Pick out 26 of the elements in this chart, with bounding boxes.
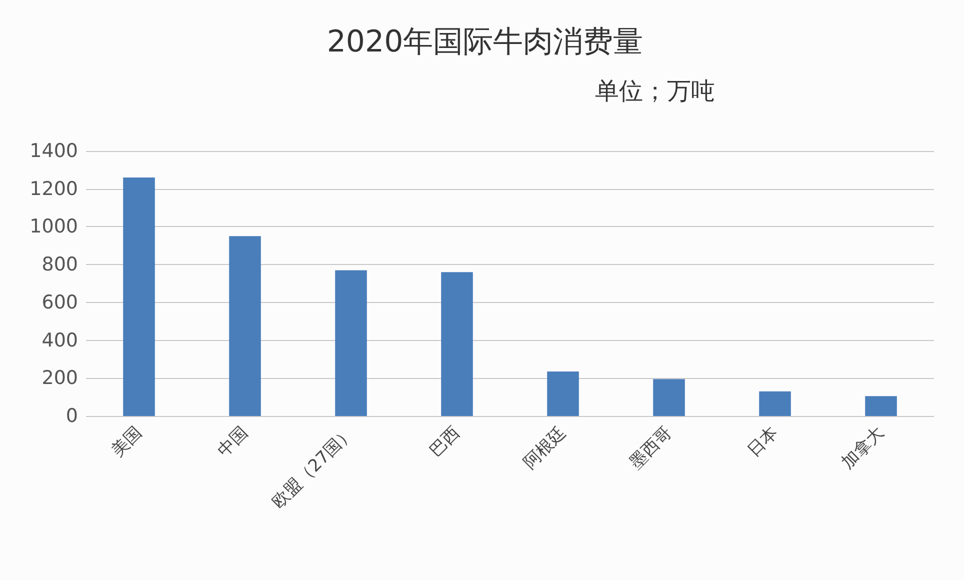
bar xyxy=(123,178,155,416)
y-tick-label: 600 xyxy=(42,291,78,314)
x-tick-label: 日本 xyxy=(744,422,782,462)
x-tick-label: 欧盟（27国） xyxy=(268,422,358,512)
y-tick-label: 800 xyxy=(42,254,78,276)
bar xyxy=(547,372,579,416)
x-tick-label: 墨西哥 xyxy=(626,422,676,474)
x-tick-label: 加拿大 xyxy=(838,422,888,474)
y-tick-label: 400 xyxy=(42,329,78,352)
bar xyxy=(441,272,473,416)
bar xyxy=(335,270,367,416)
x-tick-label: 阿根廷 xyxy=(520,422,570,474)
chart-title: 2020年国际牛肉消费量 xyxy=(326,24,644,60)
bar xyxy=(229,236,261,416)
chart-subtitle: 单位；万吨 xyxy=(595,77,715,105)
x-tick-label: 巴西 xyxy=(426,422,464,462)
x-tick-label: 中国 xyxy=(214,422,252,462)
bar xyxy=(865,396,897,416)
y-tick-label: 1400 xyxy=(30,140,78,162)
x-tick-label: 美国 xyxy=(108,422,146,462)
y-tick-label: 1200 xyxy=(30,178,78,200)
y-tick-label: 200 xyxy=(42,367,78,390)
y-tick-label: 0 xyxy=(66,405,78,427)
y-tick-label: 1000 xyxy=(30,216,78,238)
bar xyxy=(759,391,791,416)
bar xyxy=(653,379,685,416)
